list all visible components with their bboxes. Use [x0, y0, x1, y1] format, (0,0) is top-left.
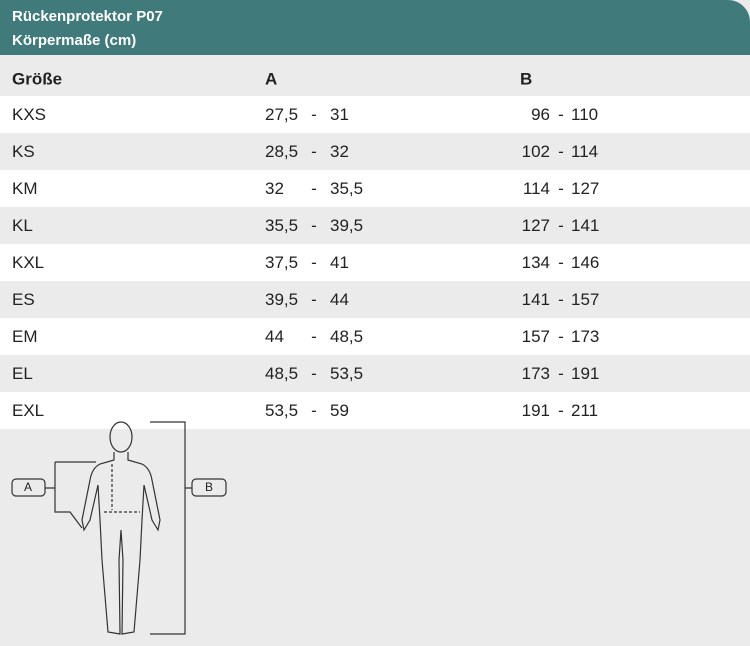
a-to: 41 — [330, 253, 349, 272]
size: KL — [12, 216, 33, 235]
separator: - — [558, 142, 564, 161]
a-from: 44 — [265, 327, 284, 346]
b-from: 102 — [522, 142, 550, 161]
a-from: 32 — [265, 179, 284, 198]
a-from: 28,5 — [265, 142, 298, 161]
separator: - — [311, 105, 317, 124]
row-bg — [0, 318, 750, 355]
a-box — [11, 478, 46, 497]
separator: - — [558, 401, 564, 420]
subtitle: Körpermaße (cm) — [12, 32, 137, 49]
b-to: 191 — [571, 364, 599, 383]
b-from: 134 — [522, 253, 550, 272]
separator: - — [311, 290, 317, 309]
size: EXL — [12, 401, 44, 420]
a-from: 39,5 — [265, 290, 298, 309]
separator: - — [558, 327, 564, 346]
a-to: 35,5 — [330, 179, 363, 198]
body — [81, 452, 161, 635]
b-from: 191 — [522, 401, 550, 420]
b-to: 173 — [571, 327, 599, 346]
separator: - — [558, 105, 564, 124]
row-bg — [0, 392, 750, 429]
row-bg — [0, 244, 750, 281]
a-from: 27,5 — [265, 105, 298, 124]
size: ES — [12, 290, 35, 309]
separator: - — [311, 327, 317, 346]
row-bg — [0, 96, 750, 133]
size: KM — [12, 179, 38, 198]
body-figure — [11, 421, 227, 635]
head — [109, 421, 133, 453]
separator: - — [311, 216, 317, 235]
a-from: 53,5 — [265, 401, 298, 420]
size: EL — [12, 364, 33, 383]
column-header: Größe — [12, 69, 62, 88]
label-a: A — [24, 480, 32, 494]
separator: - — [311, 142, 317, 161]
b-to: 127 — [571, 179, 599, 198]
b-to: 146 — [571, 253, 599, 272]
b-to: 211 — [571, 401, 598, 420]
column-header: B — [520, 69, 532, 88]
row-bg — [0, 355, 750, 392]
b-to: 157 — [571, 290, 599, 309]
row-bg — [0, 133, 750, 170]
b-from: 173 — [522, 364, 550, 383]
separator: - — [311, 401, 317, 420]
a-to: 53,5 — [330, 364, 363, 383]
label-b: B — [205, 480, 213, 494]
a-to: 44 — [330, 290, 349, 309]
b-bracket — [45, 421, 192, 635]
size: KXS — [12, 105, 46, 124]
b-from: 96 — [531, 105, 550, 124]
separator: - — [311, 253, 317, 272]
b-from: 141 — [522, 290, 550, 309]
b-from: 114 — [523, 179, 550, 198]
a-from: 48,5 — [265, 364, 298, 383]
a-bracket — [54, 461, 96, 529]
separator: - — [558, 253, 564, 272]
a-to: 48,5 — [330, 327, 363, 346]
separator: - — [558, 364, 564, 383]
b-from: 157 — [522, 327, 550, 346]
row-bg — [0, 170, 750, 207]
b-box — [191, 478, 227, 497]
separator: - — [558, 179, 564, 198]
header: Rückenprotektor P07 Körpermaße (cm) — [0, 0, 750, 55]
a-from: 37,5 — [265, 253, 298, 272]
title: Rückenprotektor P07 — [12, 8, 163, 25]
a-to: 32 — [330, 142, 349, 161]
separator: - — [558, 290, 564, 309]
a-measure — [104, 464, 140, 513]
separator: - — [311, 179, 317, 198]
row-bg — [0, 281, 750, 318]
b-to: 141 — [571, 216, 599, 235]
b-from: 127 — [522, 216, 550, 235]
separator: - — [558, 216, 564, 235]
a-from: 35,5 — [265, 216, 298, 235]
size: KS — [12, 142, 35, 161]
a-to: 39,5 — [330, 216, 363, 235]
size: KXL — [12, 253, 44, 272]
b-to: 114 — [571, 142, 598, 161]
separator: - — [311, 364, 317, 383]
a-to: 31 — [330, 105, 349, 124]
b-to: 110 — [571, 105, 598, 124]
a-to: 59 — [330, 401, 349, 420]
size: EM — [12, 327, 38, 346]
row-bg — [0, 207, 750, 244]
column-header: A — [265, 69, 277, 88]
